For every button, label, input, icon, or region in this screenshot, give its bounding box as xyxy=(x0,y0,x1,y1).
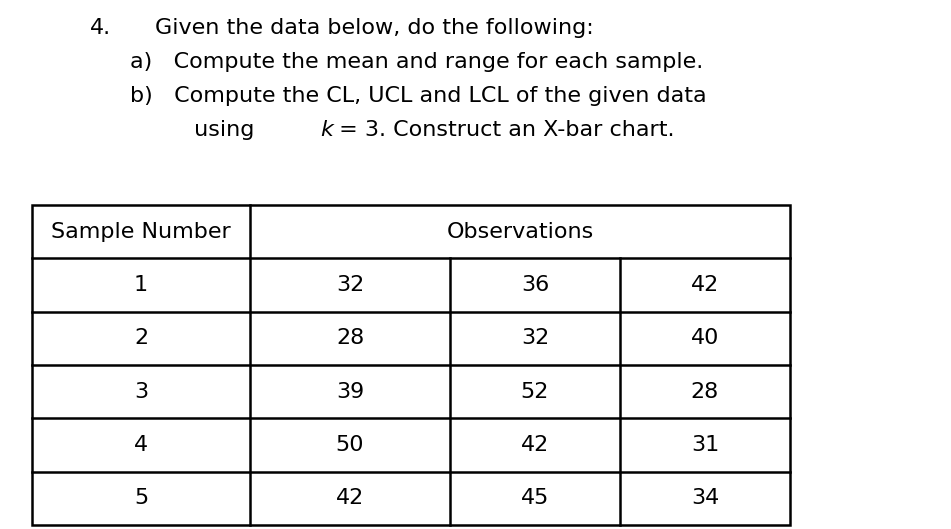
Text: b)   Compute the CL, UCL and LCL of the given data: b) Compute the CL, UCL and LCL of the gi… xyxy=(130,86,707,106)
Text: 52: 52 xyxy=(521,381,549,402)
Text: 3: 3 xyxy=(134,381,148,402)
Text: 28: 28 xyxy=(336,329,364,348)
Text: 40: 40 xyxy=(690,329,719,348)
Text: 42: 42 xyxy=(690,275,719,295)
Text: 50: 50 xyxy=(336,435,364,455)
Text: 42: 42 xyxy=(336,488,364,508)
Text: 32: 32 xyxy=(336,275,364,295)
Text: 45: 45 xyxy=(521,488,549,508)
Text: Observations: Observations xyxy=(446,222,593,242)
Text: 39: 39 xyxy=(336,381,364,402)
Text: 31: 31 xyxy=(690,435,719,455)
Text: Sample Number: Sample Number xyxy=(51,222,231,242)
Text: 34: 34 xyxy=(690,488,719,508)
Text: 36: 36 xyxy=(521,275,549,295)
Text: k: k xyxy=(320,120,333,140)
Text: 5: 5 xyxy=(134,488,148,508)
Text: 42: 42 xyxy=(521,435,549,455)
Text: = 3. Construct an X-bar chart.: = 3. Construct an X-bar chart. xyxy=(332,120,674,140)
Text: 28: 28 xyxy=(690,381,719,402)
Text: a)   Compute the mean and range for each sample.: a) Compute the mean and range for each s… xyxy=(130,52,703,72)
Text: Given the data below, do the following:: Given the data below, do the following: xyxy=(155,18,593,38)
Text: 1: 1 xyxy=(134,275,148,295)
Text: using: using xyxy=(130,120,262,140)
Text: 32: 32 xyxy=(521,329,549,348)
Bar xyxy=(32,205,790,525)
Text: 2: 2 xyxy=(134,329,148,348)
Text: 4: 4 xyxy=(134,435,148,455)
Text: 4.: 4. xyxy=(90,18,111,38)
